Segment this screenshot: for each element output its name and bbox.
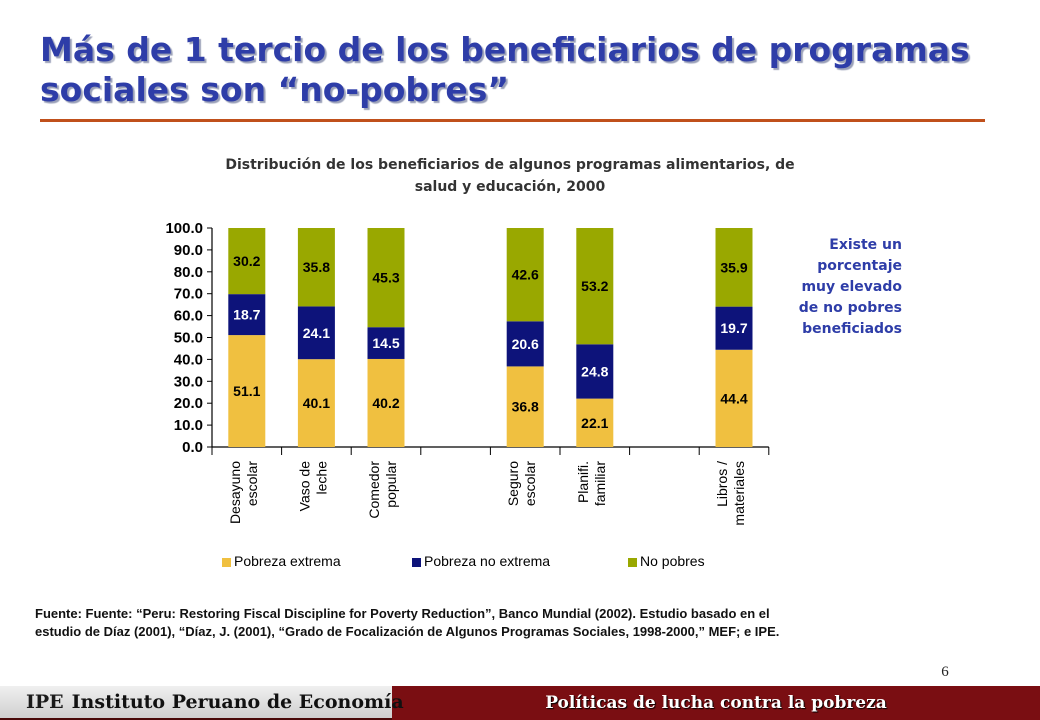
data-label: 35.8	[303, 259, 330, 275]
legend-swatch	[412, 558, 421, 567]
callout-line: beneficiados	[802, 321, 902, 337]
footer-bar: IPE Instituto Peruano de Economía Polític…	[0, 686, 1040, 720]
bar-segment	[297, 306, 335, 360]
y-tick-label: 80.0	[174, 264, 203, 281]
category-label: familiar	[592, 461, 608, 506]
chart-axes: 0.0 10.0 20.0 30.0 40.0 50.0 60.0 70.0 80.0 90.0 1…	[165, 220, 770, 456]
y-tick-label: 90.0	[174, 242, 203, 259]
bar-segment	[367, 327, 405, 359]
bar-segment	[228, 294, 266, 336]
data-label: 24.8	[581, 363, 608, 379]
data-label: 51.1	[233, 383, 260, 399]
data-label: 24.1	[303, 325, 330, 341]
category-label: Libros /	[714, 461, 730, 507]
y-tick-label: 20.0	[174, 395, 203, 412]
category-label: Planifi.	[575, 461, 591, 503]
data-label: 44.4	[720, 390, 747, 406]
callout-line: muy elevado	[801, 279, 902, 295]
category-label: Vaso de	[296, 461, 312, 512]
chart-bars: 51.1 18.7 30.2 40.1 24.1 35.8 40.2 14.5 45.3 36.8…	[228, 228, 753, 447]
data-label: 40.2	[372, 395, 399, 411]
footer-org: IPE Instituto Peruano de Economía	[0, 686, 404, 720]
category-label: escolar	[244, 461, 260, 506]
callout-line: porcentaje	[817, 258, 902, 274]
stacked-bar-chart: 0.0 10.0 20.0 30.0 40.0 50.0 60.0 70.0 80.0 90.0 1…	[165, 220, 770, 569]
source-note: Fuente: Fuente: “Peru: Restoring Fiscal …	[35, 605, 985, 641]
y-tick-label: 30.0	[174, 373, 203, 390]
bar-segment	[506, 228, 544, 322]
data-label: 22.1	[581, 415, 608, 431]
bar-segment	[297, 359, 335, 447]
category-label: Comedor	[366, 461, 382, 519]
bar-segment	[576, 344, 614, 399]
data-label: 14.5	[372, 335, 399, 351]
legend-swatch	[222, 558, 231, 567]
bar-segment	[297, 228, 335, 307]
source-line-1: Fuente: Fuente: “Peru: Restoring Fiscal …	[35, 606, 770, 621]
y-tick-label: 10.0	[174, 417, 203, 434]
bar-segment	[367, 228, 405, 328]
bar-segment	[506, 366, 544, 447]
bar-segment	[715, 306, 753, 350]
legend-label: Pobreza no extrema	[424, 553, 550, 569]
category-label: materiales	[731, 461, 747, 526]
title-underline	[40, 119, 985, 122]
bar-segment	[228, 335, 266, 447]
category-labels: Desayuno escolar Vaso de leche Comedor popula…	[227, 461, 747, 526]
footer-section: Políticas de lucha contra la pobreza	[545, 693, 887, 713]
callout-note: Existe un porcentaje muy elevado de no p…	[760, 235, 902, 340]
data-label: 19.7	[720, 320, 747, 336]
footer-org-abbrev: IPE	[26, 691, 64, 713]
bar-segment	[228, 228, 266, 295]
callout-line: Existe un	[829, 237, 902, 253]
category-label: Seguro	[505, 461, 521, 506]
bar-segment	[715, 349, 753, 447]
callout-line: de no pobres	[798, 300, 902, 316]
y-tick-label: 100.0	[165, 220, 203, 237]
footer-org-name: Instituto Peruano de Economía	[71, 691, 404, 713]
chart-title-line-1: Distribución de los beneficiarios de alg…	[225, 157, 795, 173]
data-label: 36.8	[512, 399, 539, 415]
data-label: 53.2	[581, 278, 608, 294]
title-line-2: sociales son “no-pobres”	[40, 70, 510, 109]
y-tick-label: 60.0	[174, 308, 203, 325]
source-line-2: estudio de Díaz (2001), “Díaz, J. (2001)…	[35, 624, 780, 639]
bar-segment	[576, 398, 614, 447]
data-label: 20.6	[512, 336, 539, 352]
legend-swatch	[628, 558, 637, 567]
bar-segment	[576, 228, 614, 345]
y-tick-label: 0.0	[182, 439, 203, 456]
bar-segment	[367, 358, 405, 447]
data-label: 40.1	[303, 395, 330, 411]
y-tick-label: 40.0	[174, 351, 203, 368]
chart-title: Distribución de los beneficiarios de alg…	[130, 154, 890, 198]
category-label: Desayuno	[227, 461, 243, 524]
bar-segment	[506, 321, 544, 367]
data-label: 42.6	[512, 267, 539, 283]
y-tick-label: 50.0	[174, 330, 203, 347]
category-label: leche	[313, 461, 329, 495]
data-label: 45.3	[372, 270, 399, 286]
category-label: escolar	[522, 461, 538, 506]
bar-segment	[715, 228, 753, 307]
category-label: popular	[383, 461, 399, 508]
chart-title-line-2: salud y educación, 2000	[414, 179, 606, 195]
data-label: 18.7	[233, 307, 260, 323]
data-label: 30.2	[233, 253, 260, 269]
page-number: 6	[941, 664, 949, 680]
y-tick-label: 70.0	[174, 286, 203, 303]
title-line-1: Más de 1 tercio de los beneficiarios de …	[40, 30, 970, 69]
legend-label: Pobreza extrema	[234, 553, 341, 569]
slide-title: Más de 1 tercio de los beneficiarios de …	[40, 30, 1000, 110]
legend-label: No pobres	[640, 553, 705, 569]
chart-legend: Pobreza extrema Pobreza no extrema No pobr…	[222, 553, 705, 569]
data-label: 35.9	[720, 259, 747, 275]
